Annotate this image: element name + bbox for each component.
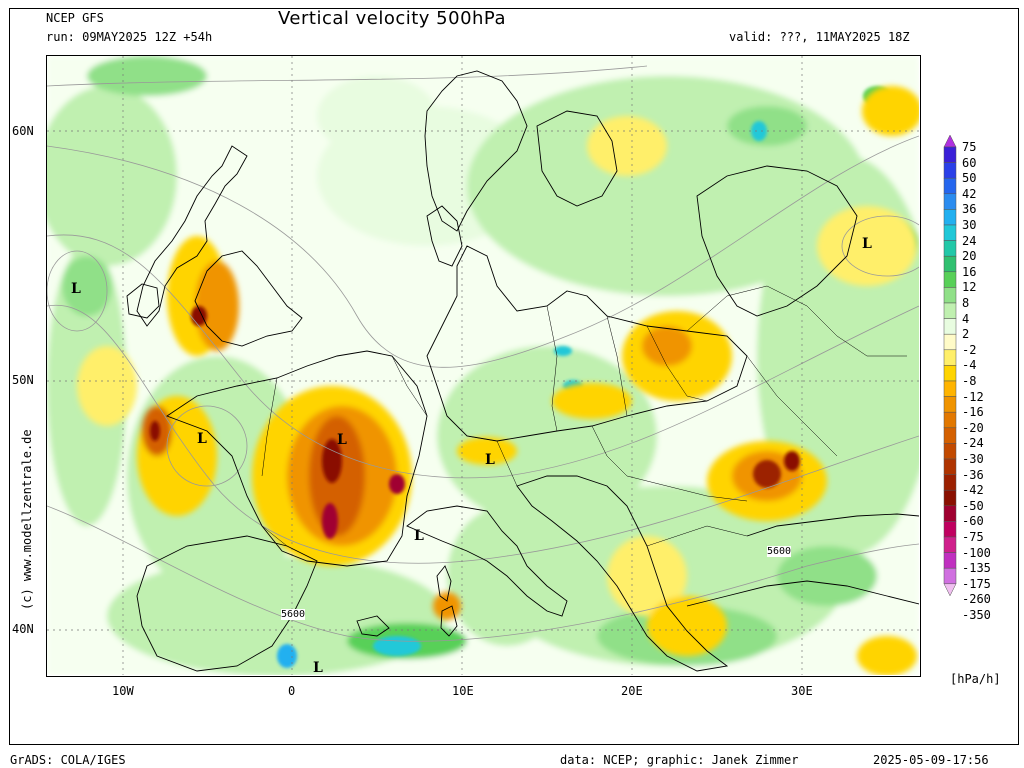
coastlines xyxy=(126,70,919,672)
legend-swatch xyxy=(943,287,957,304)
graticule xyxy=(47,56,919,675)
run-label: run: 09MAY2025 12Z +54h xyxy=(46,30,213,44)
unit-label: [hPa/h] xyxy=(950,672,1001,686)
legend-swatch xyxy=(943,318,957,335)
velocity-field-strong-negative xyxy=(150,306,800,539)
legend-level-label: 12 xyxy=(962,280,977,295)
legend-swatch xyxy=(943,458,957,475)
lon-label-20e: 20E xyxy=(621,684,643,698)
legend-swatch xyxy=(943,474,957,491)
legend-level-label: -16 xyxy=(962,405,984,420)
lon-label-0: 0 xyxy=(288,684,296,698)
lat-label-50n: 50N xyxy=(12,373,34,387)
footer-center: data: NCEP; graphic: Janek Zimmer xyxy=(560,753,799,767)
legend-swatch xyxy=(943,396,957,413)
model-label: NCEP GFS xyxy=(46,11,104,25)
low-pressure-label: L xyxy=(337,432,347,448)
legend-swatch xyxy=(943,255,957,273)
legend-swatch xyxy=(943,552,957,569)
legend-swatch xyxy=(943,349,957,366)
legend-level-label: 30 xyxy=(962,218,977,232)
legend-swatch xyxy=(943,536,957,553)
legend-level-label: 4 xyxy=(962,311,970,326)
lon-label-30e: 30E xyxy=(791,684,813,698)
legend-level-label: -2 xyxy=(962,342,977,357)
legend-level-label: -260 xyxy=(962,592,991,607)
legend-swatch xyxy=(943,380,957,397)
legend-level-label: 36 xyxy=(962,202,977,217)
legend-level-label: -20 xyxy=(962,420,984,435)
figure-frame xyxy=(9,8,1019,745)
legend-level-label: -60 xyxy=(962,514,984,529)
low-pressure-label: L xyxy=(313,660,323,676)
legend-swatch xyxy=(943,177,957,195)
lat-label-40n: 40N xyxy=(12,622,34,636)
legend-level-label: -12 xyxy=(962,389,984,404)
legend-swatch xyxy=(943,443,957,460)
legend-level-label: -24 xyxy=(962,436,984,451)
legend-swatch xyxy=(943,427,957,444)
legend-level-label: -75 xyxy=(962,530,984,544)
legend-swatch xyxy=(943,162,957,179)
footer-right: 2025-05-09-17:56 xyxy=(873,753,989,767)
velocity-field-positive xyxy=(47,56,919,675)
legend-level-label: -50 xyxy=(962,498,984,513)
lon-label-10e: 10E xyxy=(452,684,474,698)
legend-swatch xyxy=(943,567,957,585)
legend-swatch xyxy=(943,209,957,226)
legend-level-label: 16 xyxy=(962,264,977,279)
legend-level-label: -36 xyxy=(962,467,984,482)
contour-value-label: 5600 xyxy=(767,546,792,557)
low-pressure-label: L xyxy=(485,452,495,468)
legend-swatch xyxy=(943,411,957,429)
legend-level-label: -42 xyxy=(962,483,984,498)
legend-level-label: 75 xyxy=(962,140,977,154)
legend-swatch xyxy=(943,271,957,288)
legend-level-label: 2 xyxy=(962,327,970,342)
legend-swatch xyxy=(943,521,957,538)
legend-level-label: 60 xyxy=(962,155,977,170)
legend-arrow-bottom xyxy=(943,583,957,597)
legend-level-label: -8 xyxy=(962,374,977,388)
low-pressure-label: L xyxy=(414,528,424,544)
legend-level-label: -175 xyxy=(962,576,991,591)
legend-swatch xyxy=(943,146,957,163)
borders xyxy=(261,285,907,547)
color-legend: 75 60 50 42 36 30 24 20 16 12 8 4 2 -2 -4 -8 -12 -16 -20 -2… xyxy=(940,133,1010,633)
legend-swatch xyxy=(943,333,957,351)
legend-level-label: -30 xyxy=(962,452,984,466)
legend-level-label: 20 xyxy=(962,249,977,264)
legend-swatch xyxy=(943,193,957,210)
lon-label-10w: 10W xyxy=(112,684,134,698)
low-pressure-label: L xyxy=(862,236,872,252)
legend-arrow-top xyxy=(943,134,957,148)
legend-level-label: -4 xyxy=(962,358,977,373)
contour-value-label: 5600 xyxy=(281,609,306,620)
legend-swatch xyxy=(943,365,957,382)
legend-level-label: -350 xyxy=(962,608,991,622)
footer-left: GrADS: COLA/IGES xyxy=(10,753,126,767)
legend-swatch xyxy=(943,224,957,241)
low-pressure-label: L xyxy=(197,431,207,447)
weather-map: L L L L L L L 5600 5600 xyxy=(46,55,921,677)
legend-swatch xyxy=(943,302,957,319)
legend-swatch xyxy=(943,489,957,507)
lat-label-60n: 60N xyxy=(12,124,34,138)
legend-level-label: 8 xyxy=(962,296,970,310)
legend-level-label: -100 xyxy=(962,545,991,560)
chart-title: Vertical velocity 500hPa xyxy=(278,8,507,29)
geopotential-contours xyxy=(47,65,919,642)
legend-level-label: 50 xyxy=(962,171,977,186)
low-pressure-label: L xyxy=(71,281,81,297)
legend-swatches xyxy=(943,134,957,597)
legend-level-label: 42 xyxy=(962,186,977,201)
vertical-credit: (c) www.modellzentrale.de xyxy=(20,429,34,610)
map-svg xyxy=(47,56,919,675)
legend-level-label: 24 xyxy=(962,233,977,248)
legend-swatch xyxy=(943,240,957,257)
legend-swatch xyxy=(943,505,957,522)
legend-level-label: -135 xyxy=(962,561,991,576)
valid-label: valid: ???, 11MAY2025 18Z xyxy=(729,30,910,44)
